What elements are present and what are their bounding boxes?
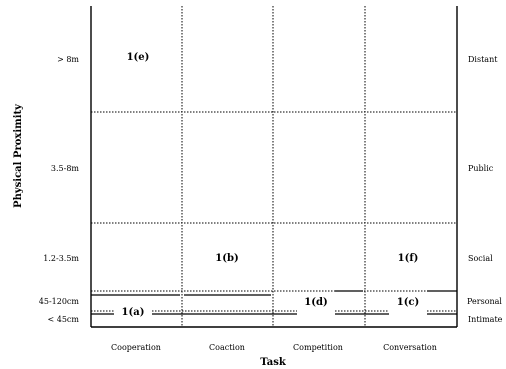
row-label-left: < 45cm [48, 315, 80, 324]
row-label-right: Social [468, 254, 493, 263]
row-label-right: Public [468, 164, 494, 173]
row-label-right: Personal [467, 297, 502, 306]
row-label-left: 3.5-8m [51, 164, 80, 173]
cell-label: 1(f) [398, 253, 419, 264]
cell-label: 1(e) [127, 52, 150, 63]
row-label-left: 1.2-3.5m [43, 254, 79, 263]
column-label: Competition [293, 343, 343, 352]
cell-label: 1(d) [304, 297, 327, 308]
column-label: Cooperation [111, 343, 161, 352]
column-label: Conversation [383, 343, 437, 352]
cell-label: 1(a) [122, 307, 145, 318]
y-axis-title: Physical Proximity [13, 103, 24, 208]
row-label-right: Intimate [468, 315, 503, 324]
row-label-right: Distant [468, 55, 498, 64]
cell-label: 1(b) [215, 253, 238, 264]
x-axis-title: Task [260, 357, 287, 368]
cell-label: 1(c) [397, 297, 420, 308]
row-label-left: 45-120cm [39, 297, 80, 306]
column-label: Coaction [209, 343, 245, 352]
row-label-left: > 8m [57, 55, 79, 64]
